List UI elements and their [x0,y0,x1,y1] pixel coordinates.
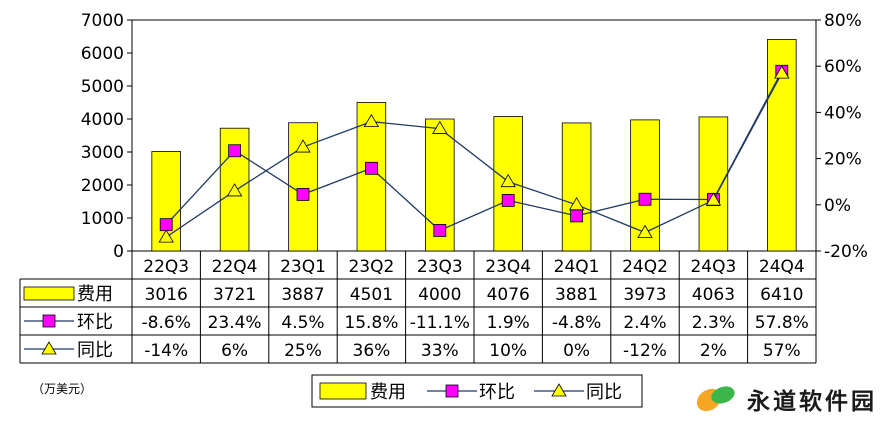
y-tick-label: 3000 [81,143,124,163]
x-tick-label: 23Q1 [280,257,326,277]
leaf-logo-icon [696,386,735,412]
line-point [296,188,310,201]
line-point [501,194,515,207]
legend-label: 环比 [479,382,515,403]
watermark-logo: 永道软件园 [692,380,882,416]
line-point [432,120,448,134]
x-tick-label: 23Q2 [348,257,394,277]
x-tick-label: 23Q3 [417,257,463,277]
row-label: 费用 [77,284,113,305]
table-cell: 6410 [760,285,803,305]
legend-key-marker [551,383,567,397]
line-point [705,192,722,206]
line-point [158,229,174,243]
y-tick-label: 1000 [81,209,124,229]
y2-tick-label: 0% [824,196,851,216]
table-cell: 23.4% [208,313,262,333]
series-line [165,70,783,232]
table-cell: 1.9% [487,313,530,333]
legend-key-marker [445,384,459,398]
table-cell: 36% [353,341,391,361]
line-point [228,144,242,158]
watermark-text: 永道软件园 [747,389,877,415]
x-tick-label: 22Q4 [212,257,258,277]
bar [561,122,592,252]
table-cell: 10% [489,341,527,361]
bar [493,116,523,252]
table-cell: 4000 [418,285,461,305]
line-point [364,161,378,175]
row-label: 环比 [77,312,113,333]
y-tick-label: 5000 [81,77,124,97]
line-point [570,209,583,223]
table-cell: 3973 [623,285,666,305]
table-cell: -12% [623,341,667,361]
table-cell: 25% [284,341,322,361]
y2-tick-label: 60% [824,57,862,77]
line-point [637,224,653,238]
table-cell: -8.6% [142,313,191,333]
table-cell: 33% [421,341,459,361]
line-point [159,218,173,232]
table-cell: 4501 [350,285,393,305]
x-tick-label: 23Q4 [485,257,531,277]
unit-label: （万美元） [32,382,93,396]
table-cell: -11.1% [410,313,470,333]
y-tick-label: 2000 [81,176,124,196]
line-point [295,139,311,153]
table-cell: -4.8% [552,313,601,333]
line-point [433,224,447,237]
line-point [638,192,652,206]
row-key-marker [41,341,57,355]
table-cell: 3887 [281,285,324,305]
line-point [500,173,516,188]
x-tick-label: 22Q3 [143,257,189,277]
table-cell: 4063 [692,285,735,305]
line-point [568,197,585,211]
legend-key-bar [319,382,367,400]
table-cell: 15.8% [344,313,398,333]
y-tick-label: 4000 [81,110,124,130]
row-key-marker [42,314,56,328]
row-key-bar [23,286,75,301]
bar [698,116,729,252]
table-cell: 6% [221,341,248,361]
table-cell: 2.3% [692,313,735,333]
table-cell: 4076 [487,285,530,305]
table-cell: 3721 [213,285,256,305]
table-cell: -14% [144,341,188,361]
x-tick-label: 24Q2 [622,257,668,277]
y-tick-label: 6000 [81,44,124,64]
series-line [165,72,783,238]
table-cell: 3016 [145,285,188,305]
line-point [226,183,243,197]
y2-tick-label: -20% [824,242,868,262]
table-cell: 57% [763,341,801,361]
table-cell: 2% [700,341,727,361]
y-tick-label: 7000 [81,11,124,31]
y2-tick-label: 40% [824,103,862,123]
y-tick-label: 0 [113,242,124,262]
legend-label: 费用 [370,382,406,403]
table-cell: 0% [563,341,590,361]
x-tick-label: 24Q3 [690,257,736,277]
x-tick-label: 24Q4 [759,257,805,277]
table-cell: 4.5% [281,313,324,333]
line-point [363,113,380,128]
table-cell: 3881 [555,285,598,305]
row-label: 同比 [77,340,113,361]
y2-tick-label: 20% [824,150,862,170]
table-cell: 57.8% [755,313,809,333]
x-tick-label: 24Q1 [554,257,600,277]
legend-label: 同比 [586,382,622,403]
y2-tick-label: 80% [824,11,862,31]
table-cell: 2.4% [623,313,666,333]
line-point [774,65,790,79]
